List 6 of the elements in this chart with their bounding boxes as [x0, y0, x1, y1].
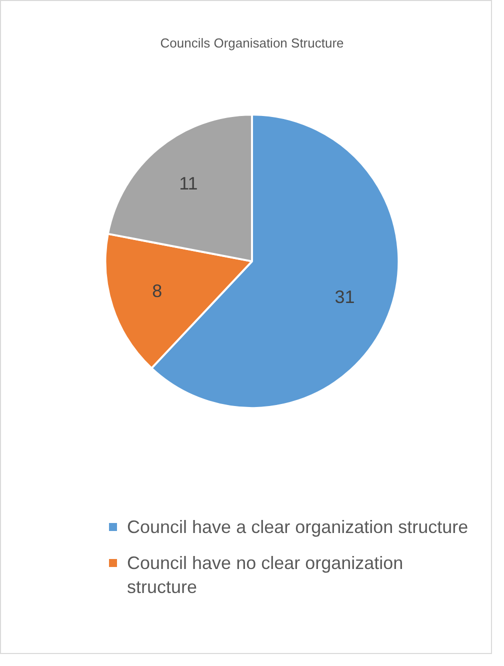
chart-title: Councils Organisation Structure	[160, 35, 344, 50]
legend-label: Council have no clear organization structure	[127, 553, 404, 597]
data-label: 11	[179, 173, 198, 194]
legend-label: Council have a clear organization structure	[127, 517, 468, 537]
data-label: 8	[152, 281, 162, 302]
data-label: 31	[334, 286, 355, 307]
